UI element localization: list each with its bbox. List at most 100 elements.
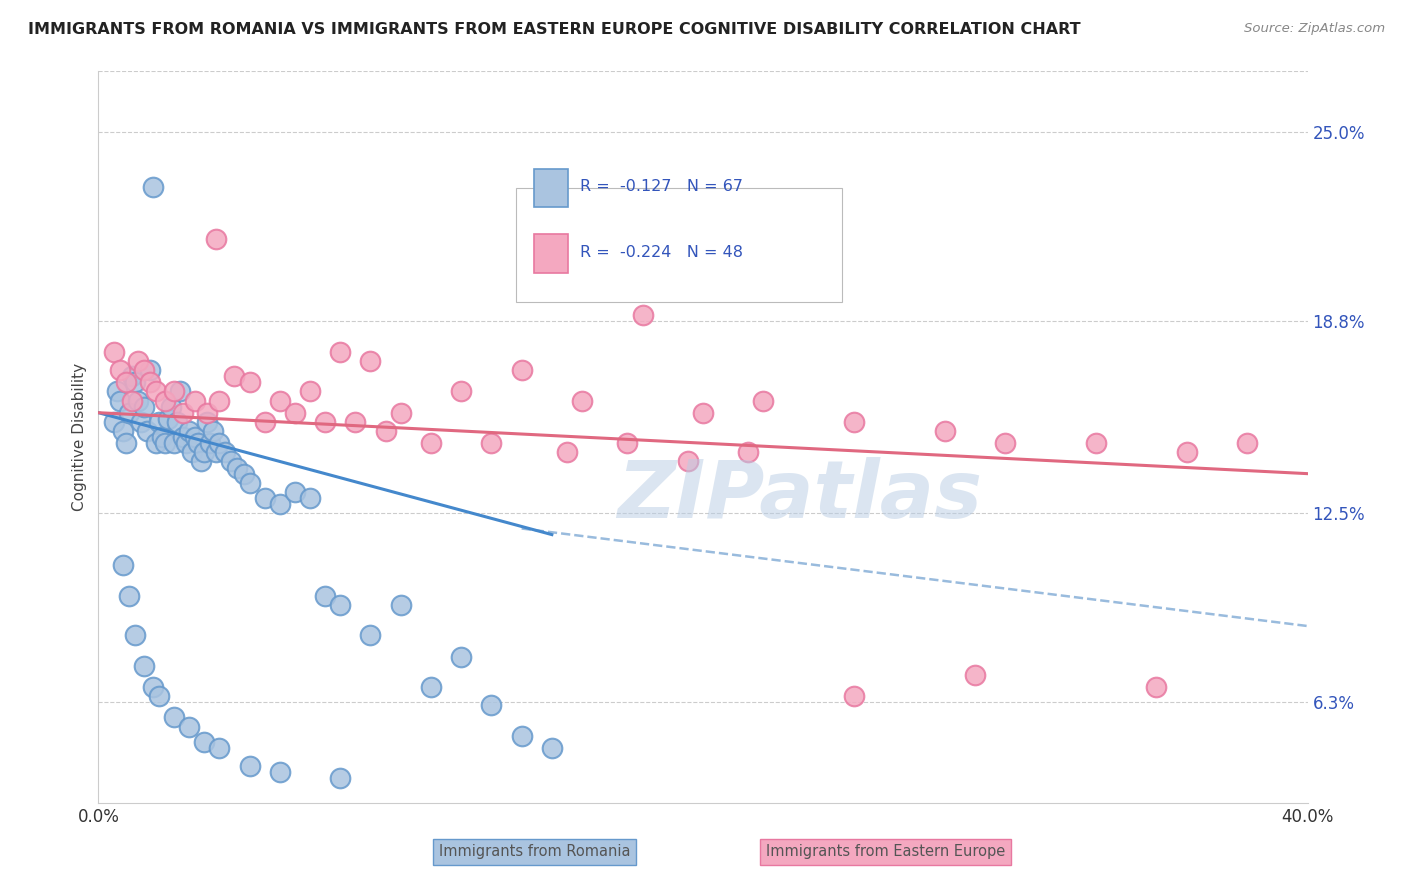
Point bbox=[752, 393, 775, 408]
Point bbox=[163, 436, 186, 450]
Point bbox=[676, 454, 699, 468]
Point bbox=[172, 406, 194, 420]
Point bbox=[299, 491, 322, 505]
Point bbox=[118, 406, 141, 420]
Point bbox=[163, 384, 186, 399]
Point bbox=[132, 400, 155, 414]
Point bbox=[179, 424, 201, 438]
Point bbox=[239, 375, 262, 389]
Point bbox=[127, 354, 149, 368]
Point bbox=[193, 735, 215, 749]
Point bbox=[239, 759, 262, 773]
Text: Source: ZipAtlas.com: Source: ZipAtlas.com bbox=[1244, 22, 1385, 36]
Bar bbox=[534, 169, 568, 207]
Text: Immigrants from Romania: Immigrants from Romania bbox=[439, 845, 630, 859]
Point bbox=[142, 180, 165, 194]
Point bbox=[1175, 445, 1198, 459]
Point bbox=[114, 436, 136, 450]
Bar bbox=[534, 235, 568, 273]
Point bbox=[139, 375, 162, 389]
Point bbox=[132, 658, 155, 673]
Text: IMMIGRANTS FROM ROMANIA VS IMMIGRANTS FROM EASTERN EUROPE COGNITIVE DISABILITY C: IMMIGRANTS FROM ROMANIA VS IMMIGRANTS FR… bbox=[28, 22, 1081, 37]
Point bbox=[181, 445, 204, 459]
Point bbox=[389, 406, 412, 420]
Point bbox=[1085, 436, 1108, 450]
Point bbox=[184, 393, 207, 408]
Point bbox=[163, 710, 186, 724]
Point bbox=[631, 308, 654, 322]
Point bbox=[232, 467, 254, 481]
Point bbox=[299, 384, 322, 399]
Text: ZIPatlas: ZIPatlas bbox=[617, 457, 983, 534]
Point bbox=[269, 393, 291, 408]
Point bbox=[239, 475, 262, 490]
Point bbox=[145, 436, 167, 450]
Point bbox=[148, 415, 170, 429]
Point bbox=[127, 393, 149, 408]
Point bbox=[420, 680, 443, 694]
Point bbox=[142, 680, 165, 694]
Point bbox=[169, 384, 191, 399]
Point bbox=[179, 720, 201, 734]
Point bbox=[145, 384, 167, 399]
Point bbox=[135, 424, 157, 438]
Point bbox=[555, 445, 578, 459]
Point bbox=[205, 232, 228, 246]
Point bbox=[374, 424, 396, 438]
Point bbox=[360, 628, 382, 642]
Point bbox=[156, 412, 179, 426]
Point bbox=[148, 689, 170, 703]
Point bbox=[184, 430, 207, 444]
Point bbox=[450, 384, 472, 399]
Point bbox=[450, 649, 472, 664]
Point bbox=[150, 430, 173, 444]
Point bbox=[420, 436, 443, 450]
Point bbox=[103, 415, 125, 429]
Point bbox=[208, 740, 231, 755]
Point bbox=[314, 415, 336, 429]
Point bbox=[174, 436, 197, 450]
Point bbox=[284, 406, 307, 420]
Point bbox=[481, 698, 503, 713]
Point bbox=[965, 667, 987, 682]
Point bbox=[121, 393, 143, 408]
Point bbox=[1144, 680, 1167, 694]
Point bbox=[172, 430, 194, 444]
Point bbox=[540, 740, 562, 755]
Point bbox=[129, 415, 152, 429]
Point bbox=[111, 424, 134, 438]
Point bbox=[253, 415, 276, 429]
Point bbox=[329, 344, 352, 359]
Point bbox=[202, 424, 225, 438]
Point bbox=[132, 363, 155, 377]
Point bbox=[190, 454, 212, 468]
Text: R =  -0.127   N = 67: R = -0.127 N = 67 bbox=[579, 179, 742, 194]
Point bbox=[118, 589, 141, 603]
Point bbox=[221, 454, 243, 468]
Point bbox=[208, 436, 231, 450]
Point bbox=[360, 354, 382, 368]
Point bbox=[108, 363, 131, 377]
Point bbox=[121, 369, 143, 384]
Point bbox=[214, 445, 236, 459]
Point bbox=[481, 436, 503, 450]
Point bbox=[224, 369, 246, 384]
Point bbox=[226, 460, 249, 475]
Point bbox=[269, 765, 291, 780]
Point bbox=[153, 436, 176, 450]
Point bbox=[994, 436, 1017, 450]
Point bbox=[314, 589, 336, 603]
Point bbox=[571, 393, 593, 408]
Point bbox=[160, 400, 183, 414]
Point bbox=[389, 598, 412, 612]
Point bbox=[844, 415, 866, 429]
Text: R =  -0.224   N = 48: R = -0.224 N = 48 bbox=[579, 245, 742, 260]
Point bbox=[329, 598, 352, 612]
Point bbox=[114, 375, 136, 389]
Point bbox=[692, 406, 714, 420]
Point bbox=[193, 445, 215, 459]
Point bbox=[103, 344, 125, 359]
Point bbox=[616, 436, 638, 450]
Point bbox=[139, 363, 162, 377]
Point bbox=[737, 445, 759, 459]
